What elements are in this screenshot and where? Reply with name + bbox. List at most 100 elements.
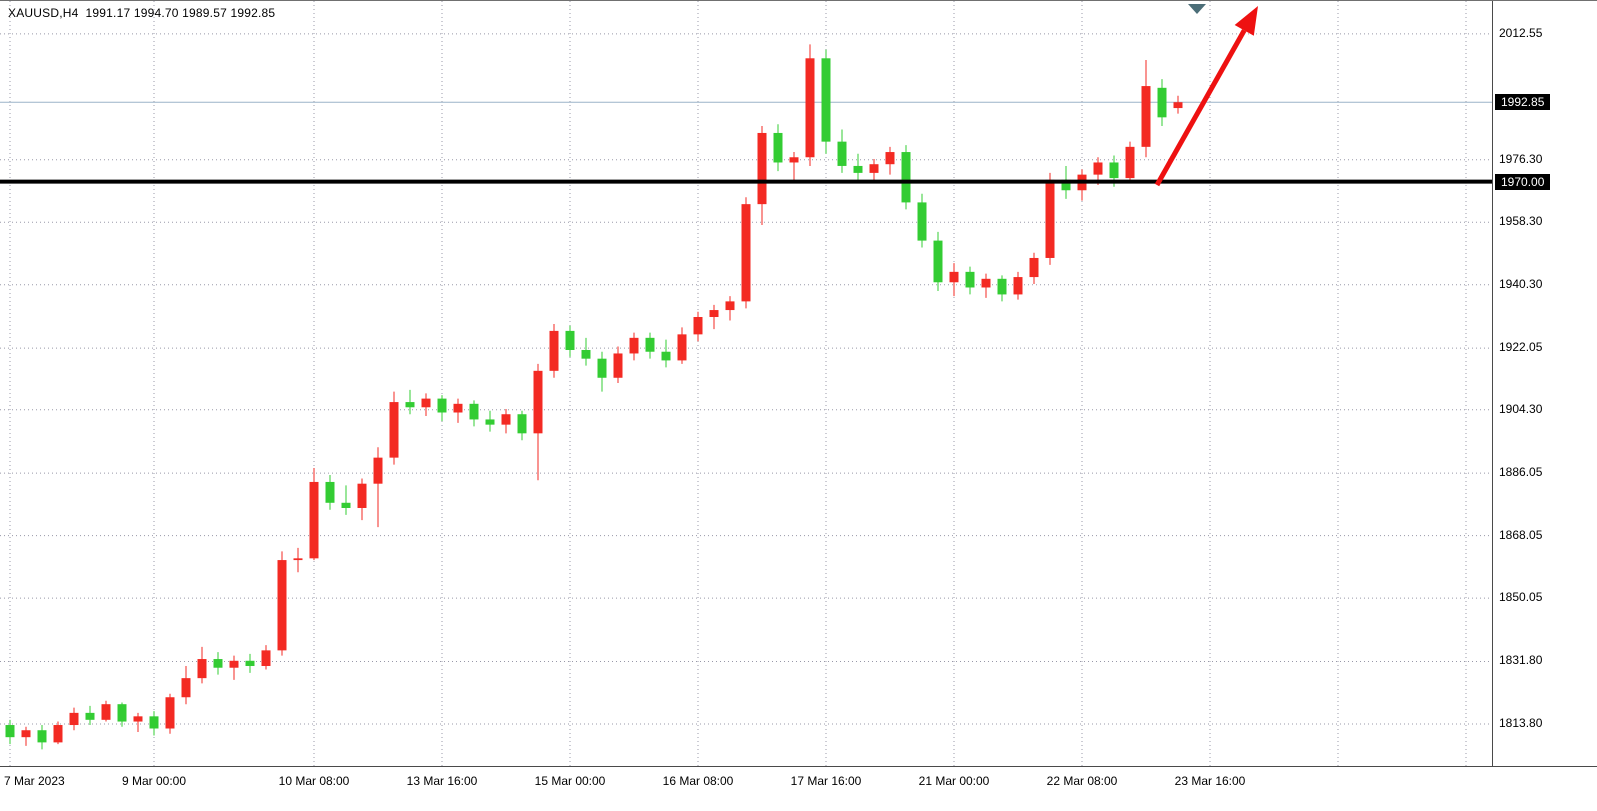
candle-body <box>149 716 159 729</box>
candle-body <box>517 414 527 434</box>
candle-body <box>133 716 143 722</box>
candle-body <box>469 403 479 420</box>
price-axis-label: 1958.30 <box>1499 214 1543 229</box>
time-axis-label: 21 Mar 00:00 <box>918 774 990 788</box>
candle-body <box>437 398 447 413</box>
time-axis-label: 15 Mar 00:00 <box>534 774 606 788</box>
candle-body <box>645 337 655 352</box>
candle-body <box>1061 179 1071 191</box>
trend-arrow-head-icon[interactable] <box>1234 6 1258 36</box>
candle-body <box>1173 102 1183 109</box>
trend-arrow-shaft[interactable] <box>1154 29 1247 187</box>
candle-body <box>949 271 959 283</box>
candle-body <box>501 414 511 425</box>
candle-body <box>997 278 1007 295</box>
chart-plot-area[interactable] <box>0 1 1492 766</box>
candlestick-chart[interactable] <box>0 1 1492 766</box>
candle-body <box>69 712 79 726</box>
time-axis-label: 17 Mar 16:00 <box>790 774 862 788</box>
price-badge: 1970.00 <box>1495 173 1551 190</box>
candle-body <box>549 330 559 371</box>
candle-body <box>821 58 831 142</box>
price-axis[interactable]: 2012.55 1992.85 1976.30 1970.00 1958.30 1940.… <box>1492 1 1597 766</box>
price-axis-label: 1940.30 <box>1499 276 1543 291</box>
candle-body <box>5 725 15 738</box>
candle-body <box>725 301 735 311</box>
candle-body <box>357 483 367 508</box>
candle-body <box>21 730 31 738</box>
price-axis-label: 1850.05 <box>1499 590 1543 605</box>
candle-body <box>805 58 815 158</box>
candle-body <box>853 165 863 173</box>
candle-body <box>613 353 623 378</box>
candle-body <box>53 725 63 743</box>
candle-body <box>677 334 687 361</box>
candle-body <box>117 704 127 722</box>
candle-body <box>1125 146 1135 179</box>
candle-body <box>693 317 703 335</box>
candle-body <box>197 659 207 679</box>
candle-body <box>901 152 911 203</box>
candle-body <box>757 132 767 205</box>
candle-body <box>101 704 111 720</box>
candle-body <box>741 204 751 302</box>
time-axis-label: 23 Mar 16:00 <box>1174 774 1246 788</box>
candle-body <box>309 481 319 559</box>
candle-body <box>325 481 335 503</box>
candle-body <box>885 152 895 165</box>
candle-body <box>533 370 543 434</box>
candle-body <box>85 712 95 720</box>
price-axis-label: 1886.05 <box>1499 465 1543 480</box>
candle-body <box>293 558 303 561</box>
candle-body <box>1141 86 1151 147</box>
time-axis-label: 10 Mar 08:00 <box>278 774 350 788</box>
candle-body <box>245 660 255 666</box>
candle-body <box>1029 257 1039 278</box>
price-badge: 1992.85 <box>1495 94 1551 111</box>
candle-body <box>965 271 975 288</box>
candle-body <box>773 132 783 163</box>
candle-body <box>981 278 991 288</box>
candle-body <box>837 141 847 166</box>
price-axis-label: 1831.80 <box>1499 653 1543 668</box>
candle-body <box>565 330 575 350</box>
candle-body <box>869 164 879 173</box>
time-axis-label: 7 Mar 2023 <box>4 774 65 788</box>
candle-body <box>581 349 591 359</box>
time-axis-label: 13 Mar 16:00 <box>406 774 478 788</box>
chart-shift-marker-icon <box>1188 4 1206 14</box>
candle-body <box>629 337 639 354</box>
price-axis-label: 1922.05 <box>1499 340 1543 355</box>
candle-body <box>709 310 719 318</box>
price-axis-label: 1813.80 <box>1499 715 1543 730</box>
candle-body <box>405 402 415 408</box>
candle-body <box>597 358 607 378</box>
time-axis-label: 22 Mar 08:00 <box>1046 774 1118 788</box>
candle-body <box>1093 162 1103 175</box>
candle-body <box>181 678 191 698</box>
candle-body <box>1045 179 1055 258</box>
candle-body <box>373 457 383 484</box>
price-axis-label: 1868.05 <box>1499 527 1543 542</box>
candle-body <box>277 560 287 651</box>
candle-body <box>341 502 351 508</box>
candle-body <box>789 157 799 163</box>
candle-body <box>37 730 47 743</box>
candle-body <box>389 402 399 458</box>
chart-ohlc-readout: XAUUSD,H4 1991.17 1994.70 1989.57 1992.8… <box>8 6 276 20</box>
price-axis-label: 1976.30 <box>1499 151 1543 166</box>
candle-body <box>917 202 927 241</box>
time-axis-label: 9 Mar 00:00 <box>121 774 187 788</box>
time-axis[interactable]: 7 Mar 2023 9 Mar 00:00 10 Mar 08:00 13 Mar … <box>0 766 1597 811</box>
price-axis-label: 2012.55 <box>1499 25 1543 40</box>
candle-body <box>453 403 463 413</box>
candle-body <box>1109 162 1119 179</box>
candle-body <box>229 660 239 668</box>
candle-body <box>933 240 943 283</box>
candle-body <box>1013 277 1023 295</box>
time-axis-label: 16 Mar 08:00 <box>662 774 734 788</box>
candle-body <box>661 351 671 361</box>
candle-body <box>421 398 431 408</box>
price-axis-label: 1904.30 <box>1499 401 1543 416</box>
